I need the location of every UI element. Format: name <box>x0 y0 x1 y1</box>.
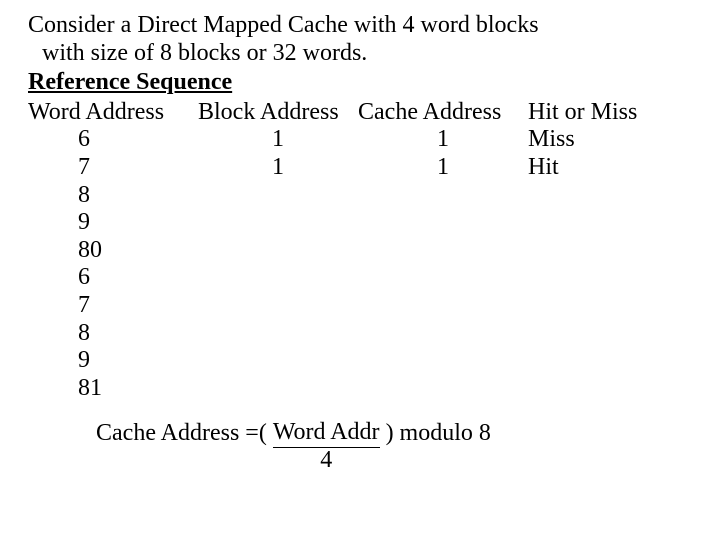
table-row: 9 <box>28 347 692 375</box>
word-address-value: 80 <box>28 237 102 263</box>
word-address-value: 81 <box>28 375 102 401</box>
word-address-value: 6 <box>28 126 90 152</box>
cache-address-value: 1 <box>358 126 528 154</box>
word-address-value: 8 <box>28 320 90 346</box>
col-header-cache: Cache Address <box>358 99 528 127</box>
table-header-row: Word Address Block Address Cache Address… <box>28 99 692 127</box>
table-row: 8 <box>28 182 692 210</box>
formula-fraction: Word Addr 4 <box>273 420 380 472</box>
table-row: 9 <box>28 209 692 237</box>
table-row: 7 <box>28 292 692 320</box>
slide-page: Consider a Direct Mapped Cache with 4 wo… <box>0 0 720 473</box>
reference-table: Word Address Block Address Cache Address… <box>28 99 692 403</box>
word-address-value: 8 <box>28 182 90 208</box>
cache-address-value: 1 <box>358 154 528 182</box>
col-header-word: Word Address <box>28 99 198 127</box>
formula-numerator: Word Addr <box>273 420 380 445</box>
table-row: 8 <box>28 320 692 348</box>
hit-miss-value: Hit <box>528 154 668 182</box>
table-row: 81 <box>28 375 692 403</box>
word-address-value: 7 <box>28 292 90 318</box>
block-address-value: 1 <box>198 154 358 182</box>
col-header-block: Block Address <box>198 99 358 127</box>
table-row: 6 <box>28 264 692 292</box>
word-address-value: 7 <box>28 154 90 180</box>
intro-block: Consider a Direct Mapped Cache with 4 wo… <box>28 12 692 97</box>
table-row: 7 1 1 Hit <box>28 154 692 182</box>
word-address-value: 9 <box>28 209 90 235</box>
reference-sequence-heading: Reference Sequence <box>28 69 692 97</box>
table-row: 80 <box>28 237 692 265</box>
hit-miss-value: Miss <box>528 126 668 154</box>
word-address-value: 6 <box>28 264 90 290</box>
formula-denominator: 4 <box>320 448 332 473</box>
block-address-value: 1 <box>198 126 358 154</box>
intro-line-1: Consider a Direct Mapped Cache with 4 wo… <box>28 12 692 40</box>
intro-line-2: with size of 8 blocks or 32 words. <box>28 40 692 68</box>
col-header-hit: Hit or Miss <box>528 99 668 127</box>
word-address-value: 9 <box>28 347 90 373</box>
table-row: 6 1 1 Miss <box>28 126 692 154</box>
cache-address-formula: Cache Address =( Word Addr 4 ) modulo 8 <box>28 420 692 472</box>
formula-rhs: ) modulo 8 <box>386 420 491 448</box>
formula-lhs: Cache Address =( <box>96 420 267 448</box>
